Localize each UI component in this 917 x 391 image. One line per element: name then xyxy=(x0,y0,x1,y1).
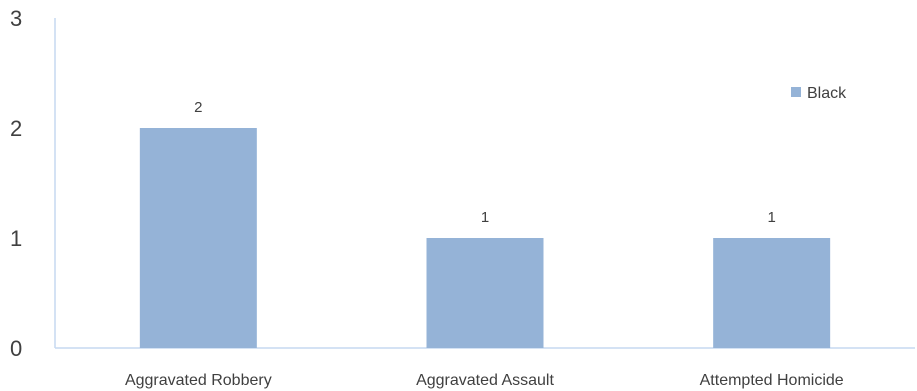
y-axis-ticks: 0 1 2 3 xyxy=(10,6,22,361)
bar-value-label: 1 xyxy=(481,209,489,226)
legend-swatch xyxy=(791,87,801,97)
y-tick-label: 0 xyxy=(10,336,22,361)
bars-group xyxy=(139,128,831,348)
x-category-label: Attempted Homicide xyxy=(700,372,844,389)
bar xyxy=(139,128,257,348)
x-category-label: Aggravated Assault xyxy=(416,372,554,389)
x-axis-category-labels: Aggravated Robbery Aggravated Assault Atte… xyxy=(125,372,844,389)
x-category-label: Aggravated Robbery xyxy=(125,372,272,389)
bar xyxy=(426,238,544,348)
legend: Black xyxy=(791,85,847,102)
bar-value-label: 1 xyxy=(767,209,775,226)
bar-value-label: 2 xyxy=(194,99,202,116)
data-labels-group: 2 1 1 xyxy=(194,99,776,226)
y-tick-label: 2 xyxy=(10,116,22,141)
bar xyxy=(713,238,831,348)
legend-label: Black xyxy=(807,85,847,102)
y-tick-label: 3 xyxy=(10,6,22,31)
y-tick-label: 1 xyxy=(10,226,22,251)
